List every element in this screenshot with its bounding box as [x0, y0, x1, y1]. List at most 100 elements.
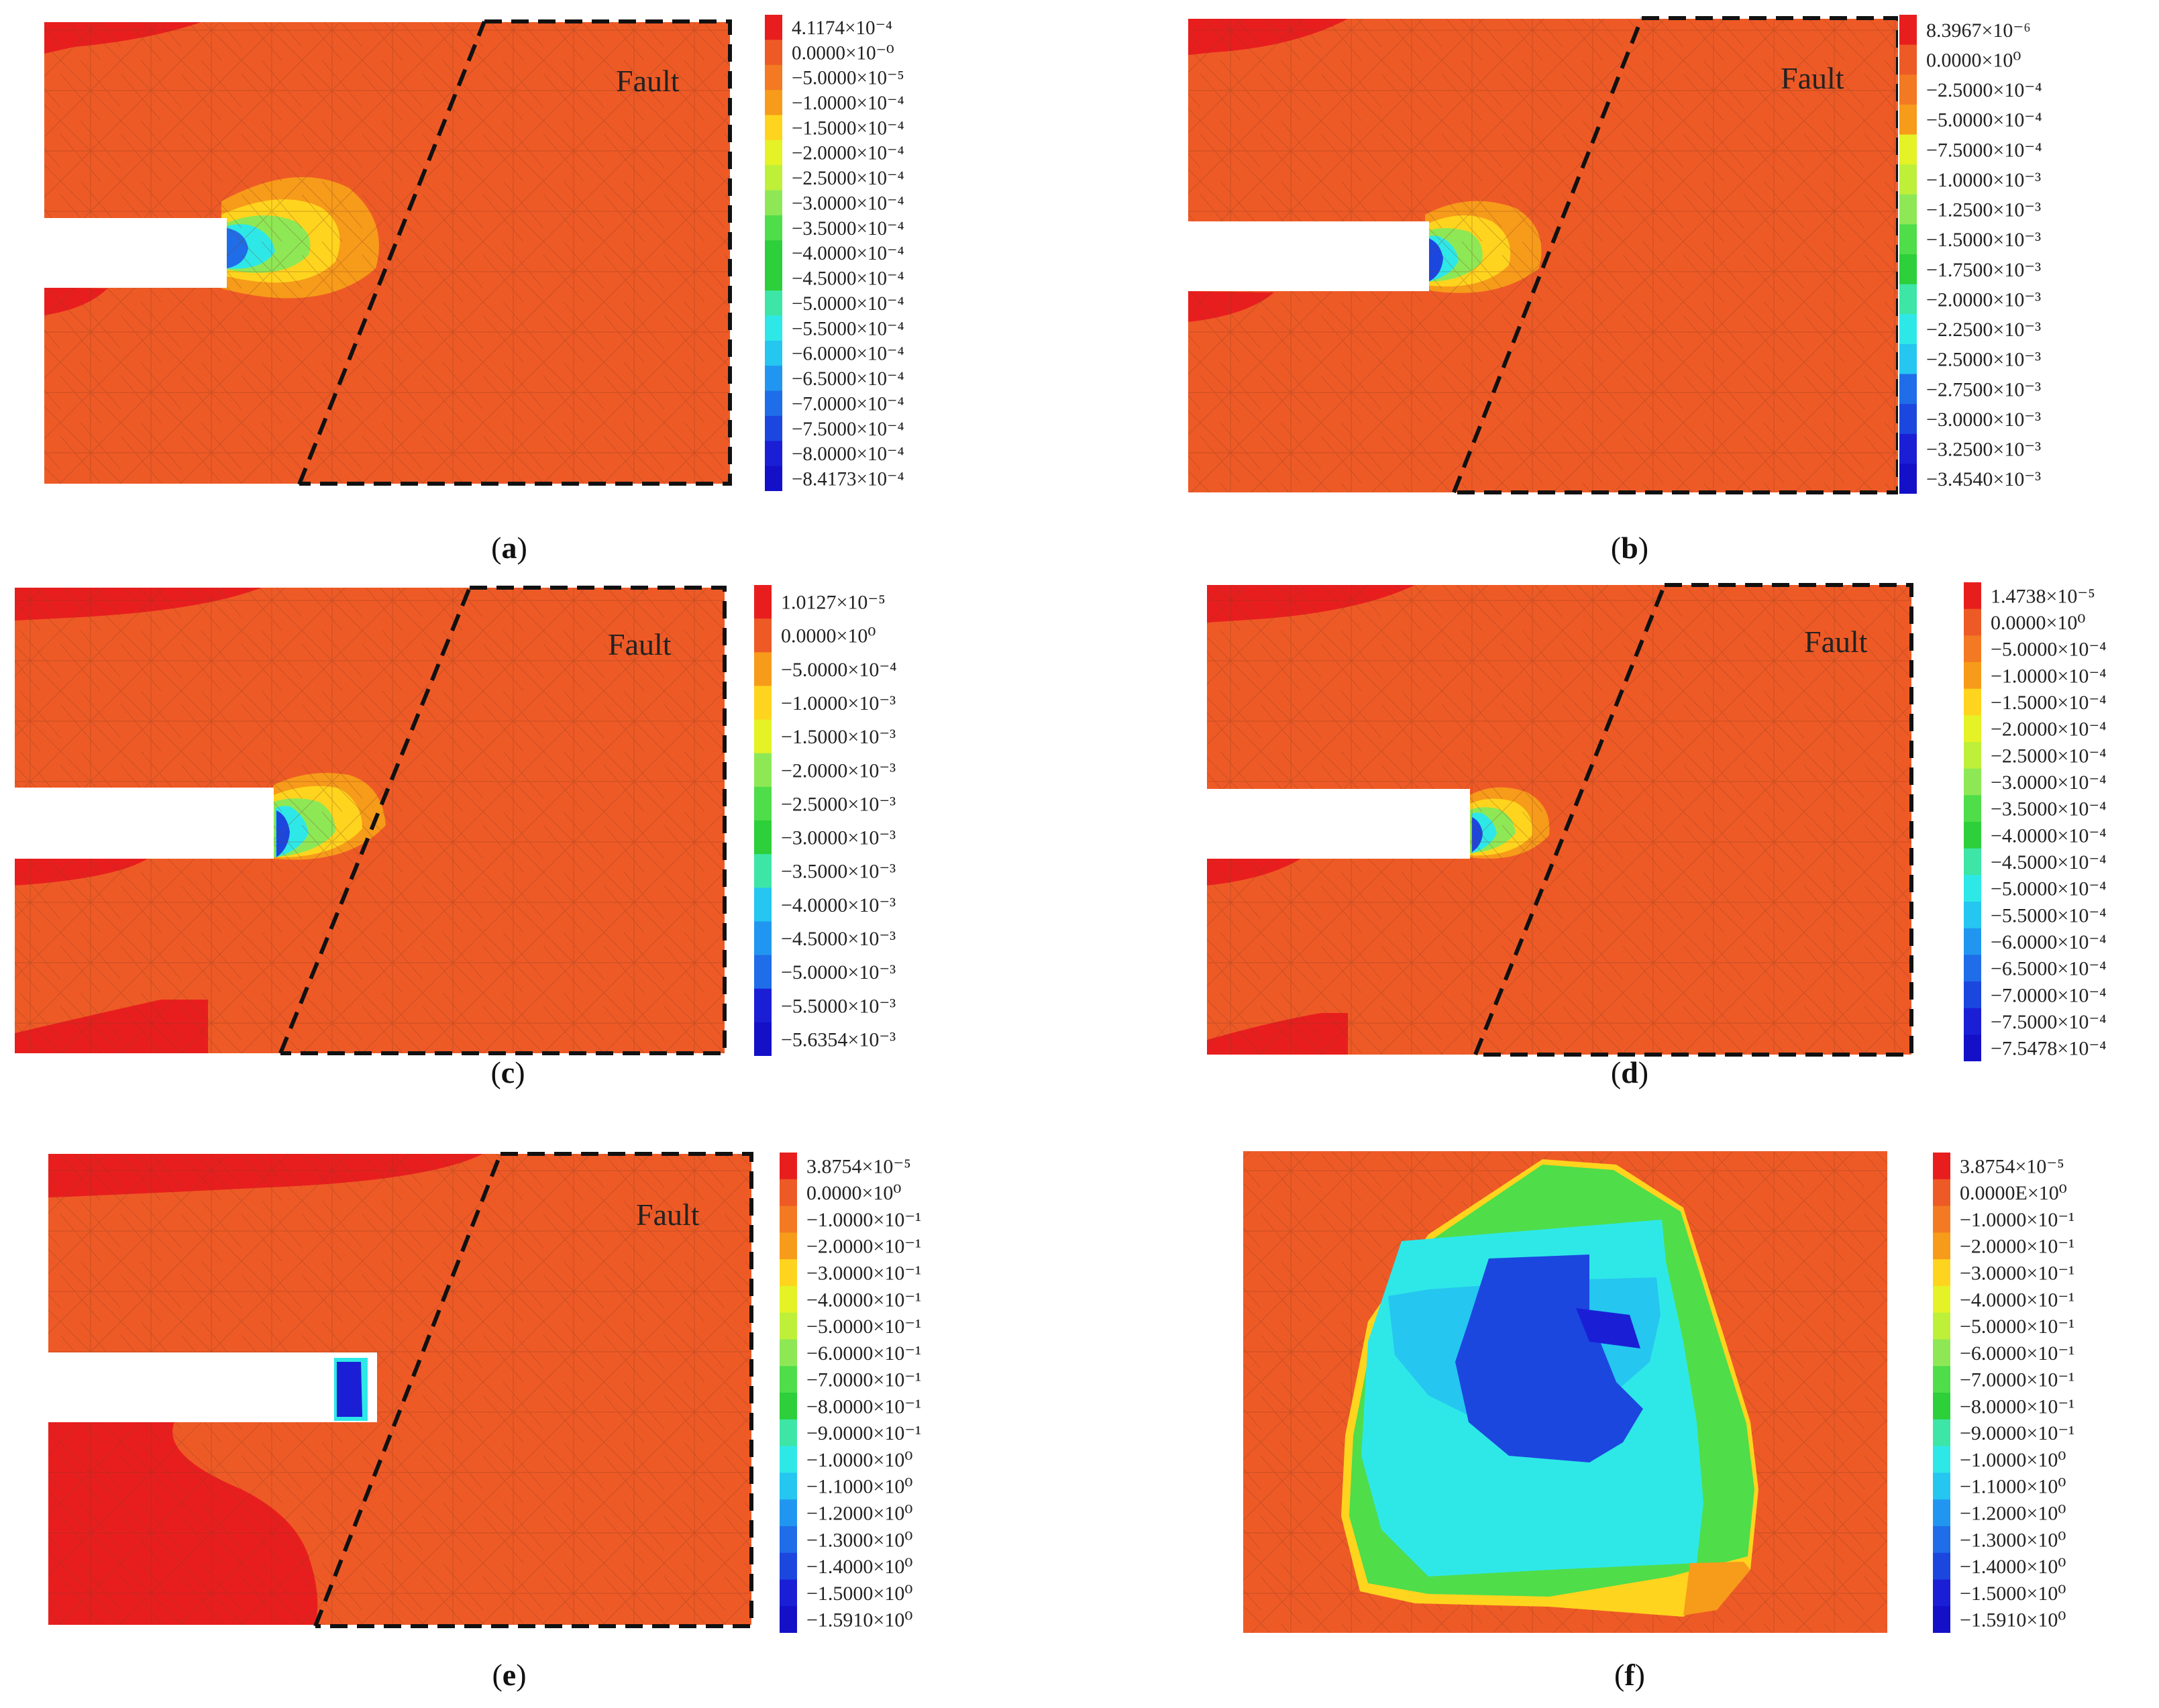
legend-swatch	[1933, 1259, 1950, 1287]
color-legend-d: 1.4738×10⁻⁵ 0.0000×10⁰ −5.0000×10⁻⁴ −1.0000…	[1964, 582, 2107, 1061]
legend-swatch	[780, 1153, 797, 1180]
legend-tick-label: −1.0000×10⁻³	[781, 692, 896, 714]
legend-swatch	[780, 1312, 797, 1340]
legend-swatch	[765, 115, 782, 141]
legend-swatch	[1933, 1179, 1950, 1207]
tunnel-opening	[40, 218, 227, 288]
panel-label-f: (f)	[1614, 1658, 1645, 1692]
legend-swatch	[765, 40, 782, 66]
legend-tick-label: −1.5000×10⁻⁴	[1991, 692, 2107, 714]
legend-swatch	[754, 619, 772, 653]
legend-tick-label: −7.5000×10⁻⁴	[1926, 139, 2042, 161]
legend-swatch	[1964, 742, 1981, 769]
legend-swatch	[765, 466, 782, 491]
contour-plot-e: Fault	[44, 1152, 753, 1628]
legend-swatch	[1899, 374, 1917, 405]
fault-label: Fault	[636, 1197, 700, 1232]
legend-tick-label: −4.0000×10⁻¹	[806, 1289, 921, 1311]
legend-swatch	[1964, 955, 1981, 982]
legend-swatch	[1964, 688, 1981, 716]
legend-tick-label: −3.0000×10⁻³	[1926, 409, 2041, 431]
legend-swatch	[754, 921, 772, 956]
legend-swatch	[1964, 715, 1981, 743]
legend-tick-label: −2.2500×10⁻³	[1926, 319, 2041, 341]
legend-tick-label: 4.1174×10⁻⁴	[792, 17, 892, 39]
color-legend-f: 3.8754×10⁻⁵ 0.0000E×10⁰ −1.0000×10⁻¹ −2.000…	[1933, 1153, 2074, 1633]
legend-tick-label: −1.5000×10⁻³	[781, 726, 896, 748]
panel-label-c: (c)	[490, 1055, 525, 1089]
legend-swatch	[754, 719, 772, 754]
legend-swatch	[765, 390, 782, 417]
panel-c: Fault 1.0127×10⁻⁵ 0.0000×10⁰ −5.0000×10⁻⁴ −…	[0, 570, 1080, 1140]
legend-swatch	[754, 652, 772, 686]
legend-tick-label: −1.4000×10⁰	[806, 1556, 912, 1578]
legend-swatch	[1933, 1473, 1950, 1500]
legend-tick-label: −5.0000×10⁻³	[781, 961, 896, 983]
legend-tick-label: −1.5000×10⁰	[1960, 1583, 2066, 1605]
legend-tick-label: −5.5000×10⁻⁴	[1991, 904, 2107, 926]
color-legend-a: 4.1174×10⁻⁴ 0.0000×10⁻⁰ −5.0000×10⁻⁵ −1.000…	[765, 15, 904, 491]
contour-plot-b: Fault	[1183, 16, 1898, 494]
legend-swatch	[1933, 1285, 1950, 1314]
legend-swatch	[765, 140, 782, 166]
legend-swatch	[765, 366, 782, 392]
legend-swatch	[1899, 224, 1917, 255]
legend-tick-label: −1.0000×10⁻¹	[806, 1209, 921, 1231]
legend-tick-label: −1.5000×10⁰	[806, 1583, 912, 1605]
legend-swatch	[1899, 104, 1917, 135]
color-legend-b: 8.3967×10⁻⁶ 0.0000×10⁰ −2.5000×10⁻⁴ −5.0000…	[1899, 15, 2042, 494]
legend-swatch	[754, 955, 772, 990]
legend-swatch	[754, 854, 772, 888]
legend-swatch	[765, 340, 782, 366]
legend-swatch	[1933, 1153, 1950, 1180]
legend-tick-label: −1.5910×10⁰	[1960, 1609, 2066, 1632]
fault-line	[297, 20, 486, 486]
fault-label: Fault	[1804, 625, 1868, 659]
legend-swatch	[1899, 343, 1917, 374]
legend-swatch	[1964, 635, 1981, 663]
legend-swatch	[780, 1179, 797, 1207]
legend-swatch	[1964, 981, 1981, 1009]
panel-label-d: (d)	[1610, 1055, 1649, 1089]
legend-swatch	[1899, 15, 1917, 46]
legend-tick-label: 0.0000E×10⁰	[1960, 1182, 2067, 1204]
legend-tick-label: −8.0000×10⁻¹	[1960, 1395, 2074, 1418]
legend-tick-label: −5.0000×10⁻⁴	[1991, 878, 2107, 900]
legend-swatch	[1933, 1206, 1950, 1233]
legend-tick-label: −2.0000×10⁻³	[1926, 288, 2041, 311]
panel-e: Fault 3.8754×10⁻⁵ 0.0000×10⁰ −1.0000×10⁻¹ −…	[0, 1140, 1080, 1708]
legend-tick-label: −3.2500×10⁻³	[1926, 439, 2041, 461]
legend-tick-label: 0.0000×10⁻⁰	[792, 42, 894, 64]
fault-line	[313, 1153, 503, 1627]
legend-tick-label: −5.0000×10⁻¹	[1960, 1316, 2074, 1338]
legend-swatch	[765, 315, 782, 341]
legend-tick-label: −1.0000×10⁰	[806, 1449, 912, 1471]
legend-swatch	[1933, 1606, 1950, 1633]
legend-tick-label: −7.5478×10⁻⁴	[1991, 1038, 2107, 1060]
legend-tick-label: −1.0000×10⁻⁴	[792, 93, 904, 114]
legend-tick-label: −6.0000×10⁻⁴	[1991, 931, 2107, 953]
legend-tick-label: −4.0000×10⁻³	[781, 894, 896, 916]
legend-swatch	[1964, 768, 1981, 796]
legend-swatch	[765, 265, 782, 291]
legend-tick-label: −2.5000×10⁻⁴	[1991, 745, 2107, 767]
legend-swatch	[1964, 1008, 1981, 1035]
legend-swatch	[1933, 1339, 1950, 1367]
legend-swatch	[1899, 254, 1917, 285]
legend-tick-label: −2.0000×10⁻⁴	[1991, 718, 2107, 741]
legend-tick-label: −8.4173×10⁻⁴	[792, 469, 904, 490]
legend-swatch	[1933, 1552, 1950, 1580]
legend-tick-label: −6.0000×10⁻¹	[1960, 1342, 2074, 1365]
legend-tick-label: 1.4738×10⁻⁵	[1991, 585, 2095, 607]
fault-line	[1473, 584, 1667, 1056]
legend-tick-label: −1.0000×10⁻³	[1926, 169, 2041, 191]
legend-tick-label: −3.5000×10⁻⁴	[792, 218, 904, 239]
legend-swatch	[1964, 582, 1981, 610]
panel-b: Fault 8.3967×10⁻⁶ 0.0000×10⁰ −2.5000×10⁻⁴ −…	[1080, 0, 2159, 570]
mesh-overlay	[368, 1352, 377, 1422]
legend-swatch	[1964, 662, 1981, 690]
legend-tick-label: −7.0000×10⁻⁴	[792, 393, 904, 415]
legend-tick-label: 3.8754×10⁻⁵	[806, 1155, 911, 1177]
panel-label-a: (a)	[491, 531, 527, 565]
legend-tick-label: −4.5000×10⁻⁴	[792, 268, 904, 290]
